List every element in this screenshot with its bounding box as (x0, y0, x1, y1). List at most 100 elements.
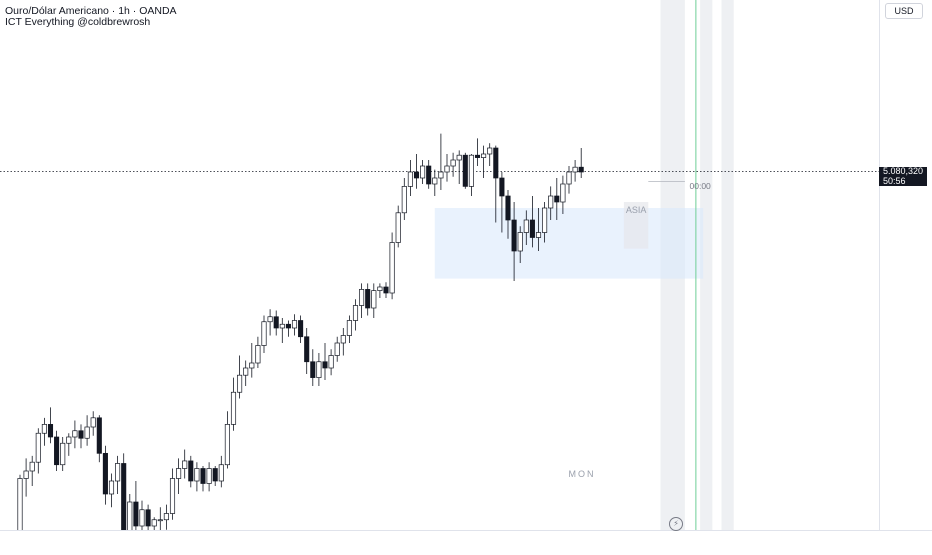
candle-body-17 (121, 463, 127, 533)
candle-body-65 (413, 171, 420, 179)
candle-body-69 (438, 171, 444, 179)
candle-body-24 (163, 513, 169, 521)
candle-body-84 (529, 219, 535, 238)
candle-86 (542, 202, 548, 243)
candle-89 (560, 175, 566, 214)
candle-79 (499, 172, 505, 233)
candle-body-10 (78, 430, 84, 439)
candle-body-0 (17, 478, 23, 533)
candle-body-32 (212, 468, 218, 482)
candle-40 (261, 315, 267, 353)
currency-button[interactable]: USD (885, 3, 923, 19)
last-price-badge: 5.080,320 50:56 (879, 166, 927, 186)
candle-body-35 (230, 391, 237, 425)
candle-body-27 (182, 460, 188, 469)
candle-body-43 (279, 323, 285, 329)
candle-19 (133, 481, 139, 533)
candle-73 (462, 152, 468, 189)
candle-body-55 (352, 305, 359, 321)
candle-body-4 (41, 424, 47, 434)
candle-body-47 (304, 336, 310, 363)
candle-body-31 (206, 468, 212, 484)
candle-1 (23, 458, 29, 497)
candle-70 (444, 154, 450, 182)
candle-9 (72, 420, 78, 449)
candle-14 (102, 445, 108, 505)
candle-51 (328, 349, 334, 376)
candles[interactable] (17, 133, 584, 551)
candle-83 (523, 210, 529, 245)
candle-body-22 (151, 519, 157, 527)
candle-body-59 (377, 286, 383, 291)
candle-77 (487, 143, 493, 166)
candle-body-8 (66, 436, 72, 444)
asia-label: ASIA (626, 205, 647, 215)
candle-body-79 (499, 177, 505, 197)
candle-body-28 (188, 460, 194, 482)
candle-25 (169, 468, 176, 520)
symbol-title[interactable]: Ouro/Dólar Americano · 1h · OANDA (5, 5, 177, 17)
candle-69 (438, 133, 444, 190)
candle-body-72 (456, 154, 462, 161)
candle-body-23 (157, 519, 163, 522)
candle-8 (66, 433, 72, 456)
candle-body-56 (359, 289, 365, 306)
candle-81 (511, 202, 517, 281)
candle-32 (212, 466, 218, 486)
candle-37 (243, 360, 249, 386)
candle-body-46 (298, 320, 304, 338)
candle-body-6 (54, 436, 60, 466)
candle-body-68 (432, 177, 438, 185)
reference-lines (0, 0, 879, 530)
candle-body-75 (474, 154, 481, 158)
candle-body-82 (517, 232, 523, 252)
candle-body-38 (249, 362, 255, 369)
candle-body-5 (47, 424, 54, 438)
candle-2 (29, 455, 35, 486)
candle-body-73 (462, 154, 468, 187)
candle-body-51 (328, 355, 334, 369)
candle-body-1 (23, 470, 29, 479)
candle-72 (456, 150, 462, 184)
candle-body-77 (487, 147, 493, 155)
candle-47 (304, 328, 310, 374)
candle-body-2 (29, 461, 35, 472)
candle-6 (54, 430, 60, 471)
candle-35 (230, 377, 237, 431)
candle-body-52 (334, 342, 340, 356)
candle-body-12 (90, 417, 96, 428)
candle-body-30 (200, 468, 206, 484)
candle-87 (548, 186, 554, 220)
candle-11 (84, 415, 90, 446)
time-axis[interactable] (0, 530, 932, 551)
candle-59 (377, 283, 383, 298)
candle-26 (176, 458, 182, 494)
candle-body-87 (548, 195, 554, 209)
candle-body-54 (346, 320, 352, 336)
candle-body-81 (511, 219, 517, 252)
lightning-icon[interactable]: ⚡ (669, 517, 683, 531)
candle-body-57 (365, 289, 371, 309)
candle-body-11 (84, 426, 90, 439)
candle-body-41 (267, 316, 273, 323)
candle-64 (407, 160, 413, 196)
candle-41 (267, 309, 273, 336)
candle-body-45 (291, 320, 298, 329)
candle-44 (285, 320, 291, 337)
candle-body-20 (139, 509, 145, 527)
candle-body-16 (115, 463, 121, 482)
candle-75 (474, 138, 481, 166)
candle-48 (310, 349, 316, 386)
candle-body-33 (218, 464, 224, 482)
candle-21 (145, 504, 151, 533)
candle-68 (432, 169, 438, 196)
indicator-title[interactable]: ICT Everything @coldbrewrosh (5, 16, 151, 28)
candle-91 (572, 160, 578, 182)
candle-body-53 (340, 335, 346, 344)
candle-body-42 (273, 316, 279, 329)
candle-29 (194, 462, 200, 492)
price-axis[interactable] (879, 0, 932, 530)
candle-body-92 (578, 166, 584, 173)
